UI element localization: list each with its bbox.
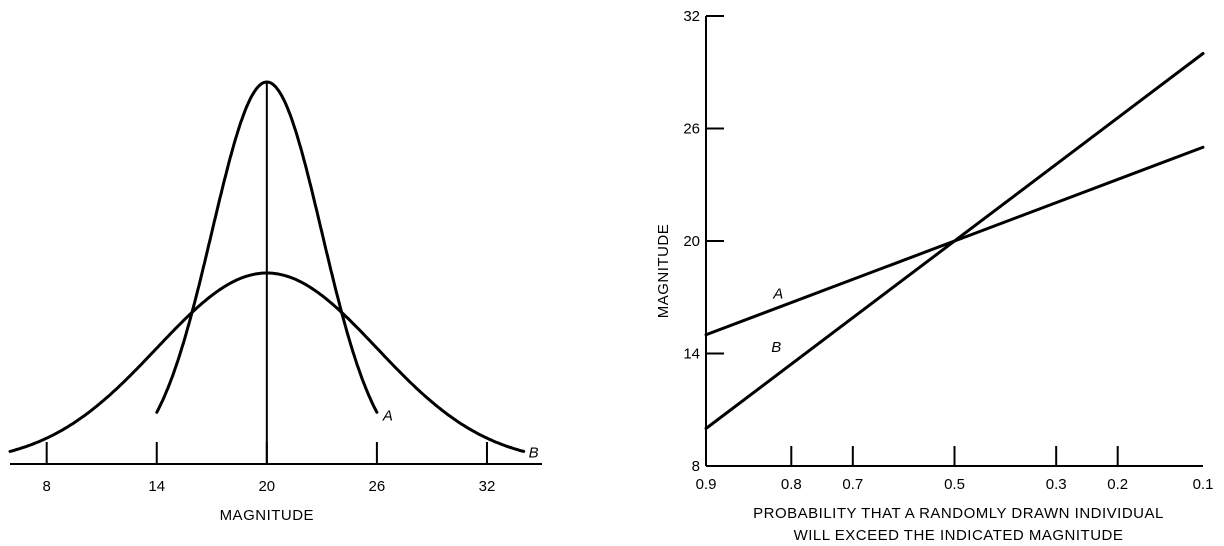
right-y-tick-label: 20: [683, 233, 700, 250]
right-chart-probability-plot: 8 14 20 26 32 0.9 0.8 0.7 0.5 0.3 0.2 0.1 MAGNITUD…: [655, 8, 1213, 544]
right-x-tick-label: 0.8: [781, 476, 802, 493]
right-line-label-a: A: [772, 286, 783, 303]
right-x-tick-label: 0.2: [1107, 476, 1128, 493]
left-curve-label-a: A: [382, 407, 393, 424]
right-x-tick-label: 0.3: [1046, 476, 1067, 493]
left-x-ticks: 8 14 20 26 32: [43, 442, 496, 495]
probability-line-b: [704, 52, 1205, 430]
right-y-tick-label: 26: [683, 121, 700, 138]
right-line-label-b: B: [771, 339, 781, 356]
left-chart-normal-curves: 8 14 20 26 32 MAGNITUDE A B: [8, 80, 542, 524]
left-x-tick-label: 26: [369, 478, 386, 495]
right-x-tick-label: 0.5: [944, 476, 965, 493]
left-x-tick-label: 8: [43, 478, 51, 495]
left-x-tick-label: 20: [258, 478, 275, 495]
right-y-axis-label: MAGNITUDE: [655, 224, 672, 319]
right-y-tick-label: 8: [692, 458, 700, 475]
right-y-tick-label: 14: [683, 346, 700, 363]
left-x-tick-label: 32: [479, 478, 496, 495]
left-x-tick-label: 14: [148, 478, 165, 495]
right-y-tick-label: 32: [683, 8, 700, 25]
left-curve-label-b: B: [529, 444, 539, 461]
right-x-tick-label: 0.9: [696, 476, 717, 493]
right-x-tick-label: 0.7: [842, 476, 863, 493]
right-lines: [704, 52, 1205, 430]
left-x-axis-label: MAGNITUDE: [220, 507, 315, 524]
right-y-ticks: 8 14 20 26 32: [683, 8, 724, 475]
right-x-ticks: 0.9 0.8 0.7 0.5 0.3 0.2 0.1: [696, 446, 1214, 493]
right-x-tick-label: 0.1: [1193, 476, 1214, 493]
right-x-axis-label-line1: PROBABILITY THAT A RANDOMLY DRAWN INDIVI…: [753, 505, 1164, 522]
right-x-axis-label-line2: WILL EXCEED THE INDICATED MAGNITUDE: [794, 527, 1124, 544]
